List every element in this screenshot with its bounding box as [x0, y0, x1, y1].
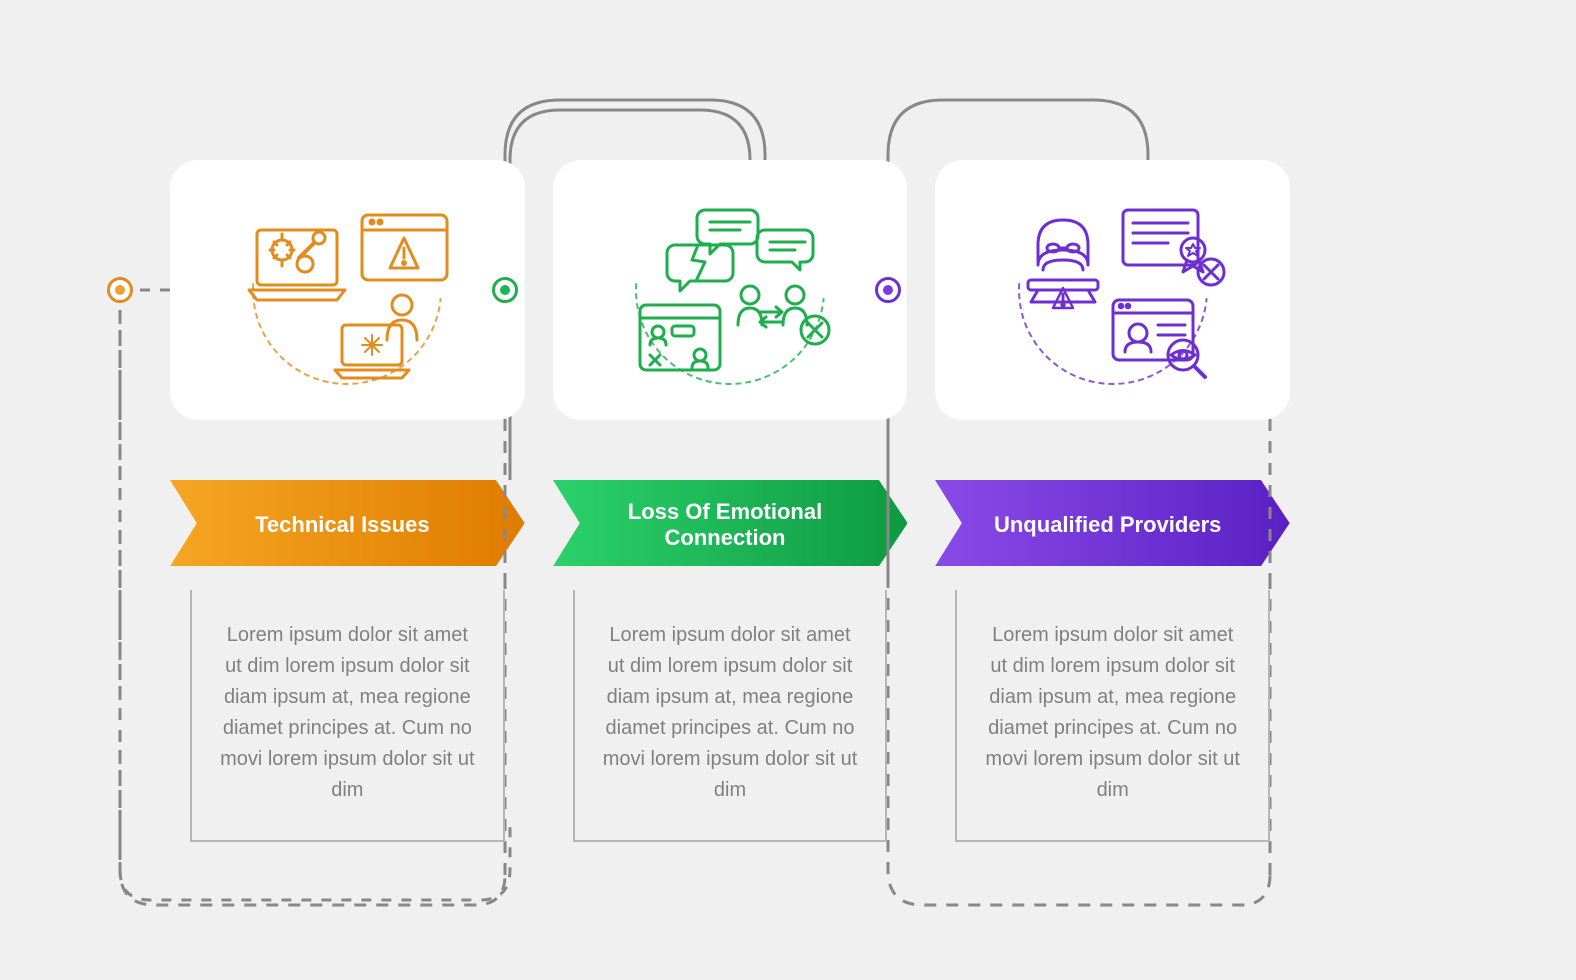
- banner-title-2: Loss Of Emotional Connection: [583, 499, 868, 552]
- connector-dot-1: [107, 277, 133, 303]
- banner-emotional: Loss Of Emotional Connection: [553, 480, 908, 570]
- connector-dot-2: [492, 277, 518, 303]
- card-unqualified: [935, 160, 1290, 420]
- description-3: Lorem ipsum dolor sit amet ut dim lorem …: [955, 590, 1270, 842]
- icon-cards-row: [170, 160, 1290, 420]
- connector-dot-3: [875, 277, 901, 303]
- banner-unqualified: Unqualified Providers: [935, 480, 1290, 570]
- banner-title-3: Unqualified Providers: [994, 512, 1221, 538]
- descriptions-row: Lorem ipsum dolor sit amet ut dim lorem …: [190, 590, 1270, 842]
- technical-issues-icon: [227, 190, 467, 390]
- emotional-disconnect-icon: [610, 190, 850, 390]
- infographic-canvas: Technical Issues Loss Of Emotional Conne…: [0, 0, 1576, 980]
- banner-technical: Technical Issues: [170, 480, 525, 570]
- description-2: Lorem ipsum dolor sit amet ut dim lorem …: [573, 590, 888, 842]
- unqualified-provider-icon: [993, 190, 1233, 390]
- description-1: Lorem ipsum dolor sit amet ut dim lorem …: [190, 590, 505, 842]
- card-emotional: [553, 160, 908, 420]
- card-technical: [170, 160, 525, 420]
- banner-title-1: Technical Issues: [255, 512, 429, 538]
- arrow-banners-row: Technical Issues Loss Of Emotional Conne…: [170, 480, 1290, 570]
